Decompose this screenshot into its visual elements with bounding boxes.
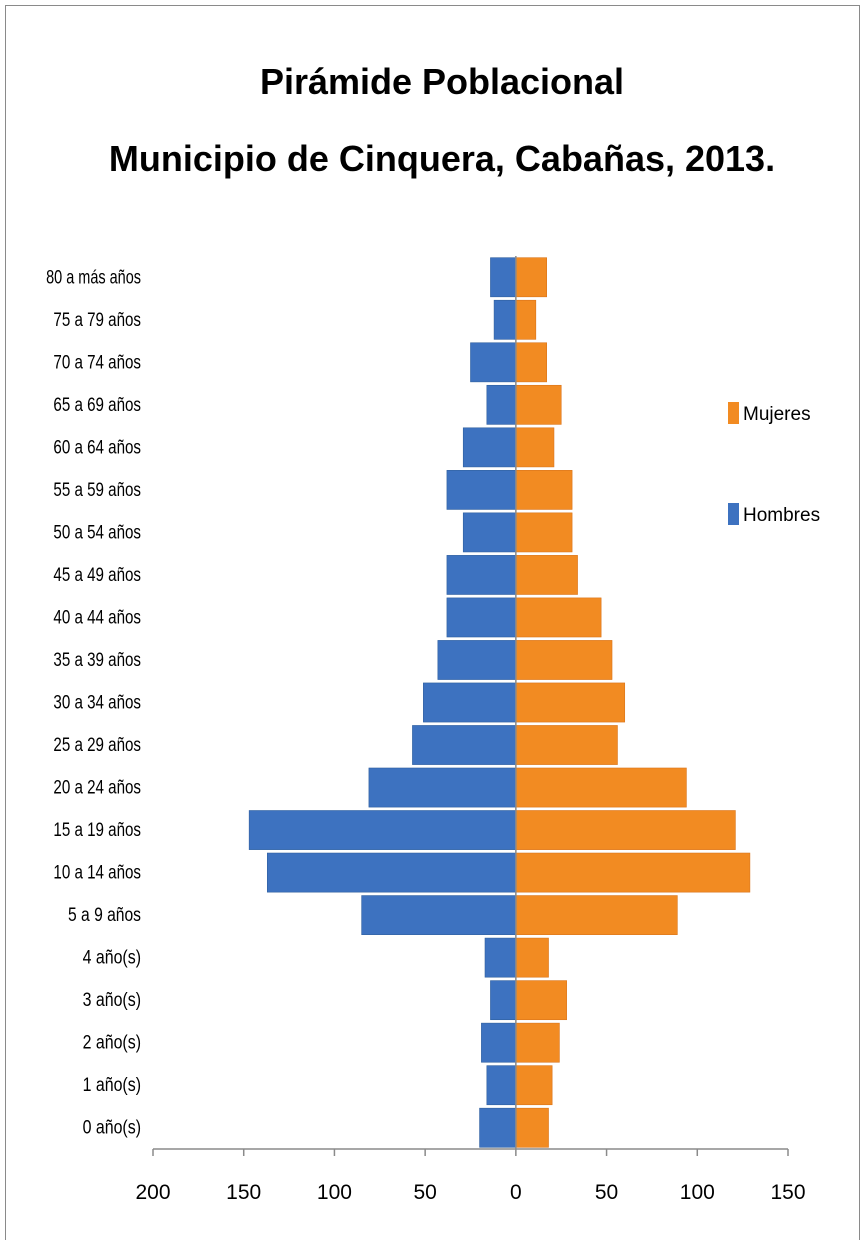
category-label: 80 a más años [46, 267, 141, 288]
category-label: 55 a 59 años [53, 480, 141, 501]
bar-hombres-16 [462, 427, 517, 468]
category-label: 10 a 14 años [53, 863, 141, 884]
category-label: 45 a 49 años [53, 565, 141, 586]
category-label: 70 a 74 años [53, 352, 141, 373]
x-tick-label: 150 [226, 1181, 261, 1204]
bar-mujeres-0 [515, 1107, 549, 1148]
bar-mujeres-9 [515, 725, 618, 765]
bar-mujeres-13 [515, 555, 578, 595]
x-tick-label: 200 [135, 1181, 170, 1204]
title-group: Pirámide Poblacional Municipio de Cinque… [109, 61, 775, 179]
category-label: 15 a 19 años [53, 820, 141, 841]
x-tick-label: 0 [510, 1181, 522, 1204]
category-label: 3 año(s) [83, 990, 141, 1011]
bar-hombres-1 [486, 1065, 517, 1106]
bar-mujeres-20 [515, 257, 547, 298]
bar-mujeres-18 [515, 342, 547, 383]
bar-hombres-2 [481, 1022, 517, 1063]
bar-hombres-8 [368, 767, 517, 808]
bar-hombres-10 [423, 682, 517, 723]
category-label: 20 a 24 años [53, 778, 141, 799]
bars-group [248, 257, 751, 1148]
bar-hombres-13 [446, 555, 517, 595]
bar-hombres-20 [490, 257, 517, 298]
bar-mujeres-1 [515, 1065, 553, 1106]
category-label: 1 año(s) [83, 1075, 141, 1096]
bar-hombres-11 [437, 640, 517, 680]
legend-swatch-mujeres [728, 402, 739, 424]
bar-hombres-6 [266, 852, 517, 893]
bar-hombres-17 [486, 384, 517, 425]
category-label: 4 año(s) [83, 948, 141, 969]
bar-hombres-3 [490, 980, 517, 1021]
legend-label-hombres: Hombres [743, 505, 820, 526]
bar-mujeres-2 [515, 1022, 560, 1063]
x-tick-label: 100 [317, 1181, 352, 1204]
category-label: 35 a 39 años [53, 650, 141, 671]
chart-subtitle: Municipio de Cinquera, Cabañas, 2013. [109, 138, 775, 179]
legend: Mujeres Hombres [728, 402, 820, 526]
category-label: 65 a 69 años [53, 395, 141, 416]
bar-hombres-9 [412, 725, 517, 765]
x-tick-label: 50 [595, 1181, 618, 1204]
x-axis: 200 150 100 50 0 50 100 150 [135, 256, 806, 1204]
bar-mujeres-4 [515, 937, 549, 978]
x-tick-label: 50 [413, 1181, 436, 1204]
category-label: 2 año(s) [83, 1033, 141, 1054]
chart-title: Pirámide Poblacional [260, 61, 624, 102]
bar-mujeres-8 [515, 767, 687, 808]
category-label: 30 a 34 años [53, 693, 141, 714]
bar-mujeres-7 [515, 810, 736, 850]
x-tick-label: 150 [770, 1181, 805, 1204]
bar-hombres-19 [493, 299, 517, 340]
category-label: 5 a 9 años [68, 905, 141, 926]
bar-mujeres-5 [515, 895, 678, 935]
bar-hombres-15 [446, 470, 517, 510]
bar-hombres-12 [446, 597, 517, 638]
bar-mujeres-14 [515, 512, 573, 553]
category-label: 40 a 44 años [53, 607, 141, 628]
bar-mujeres-19 [515, 299, 537, 340]
bar-mujeres-11 [515, 640, 613, 680]
category-label: 60 a 64 años [53, 437, 141, 458]
bar-mujeres-6 [515, 852, 751, 893]
category-label: 75 a 79 años [53, 310, 141, 331]
bar-hombres-14 [462, 512, 517, 553]
bar-mujeres-3 [515, 980, 567, 1021]
bar-mujeres-10 [515, 682, 626, 723]
bar-mujeres-12 [515, 597, 602, 638]
bar-mujeres-16 [515, 427, 555, 468]
bar-hombres-18 [470, 342, 517, 383]
bar-hombres-7 [248, 810, 517, 850]
population-pyramid-chart: Pirámide Poblacional Municipio de Cinque… [46, 61, 820, 1204]
bar-hombres-5 [361, 895, 517, 935]
bar-mujeres-17 [515, 384, 562, 425]
bar-hombres-0 [479, 1107, 517, 1148]
category-label: 25 a 29 años [53, 735, 141, 756]
category-labels-group: 0 año(s) 1 año(s) 2 año(s) 3 año(s) 4 año(s)… [46, 267, 141, 1138]
x-tick-label: 100 [680, 1181, 715, 1204]
legend-label-mujeres: Mujeres [743, 404, 811, 425]
legend-swatch-hombres [728, 503, 739, 525]
category-label: 0 año(s) [83, 1118, 141, 1139]
bar-mujeres-15 [515, 470, 573, 510]
category-label: 50 a 54 años [53, 522, 141, 543]
bar-hombres-4 [484, 937, 517, 978]
chart-frame: Pirámide Poblacional Municipio de Cinque… [5, 5, 860, 1240]
